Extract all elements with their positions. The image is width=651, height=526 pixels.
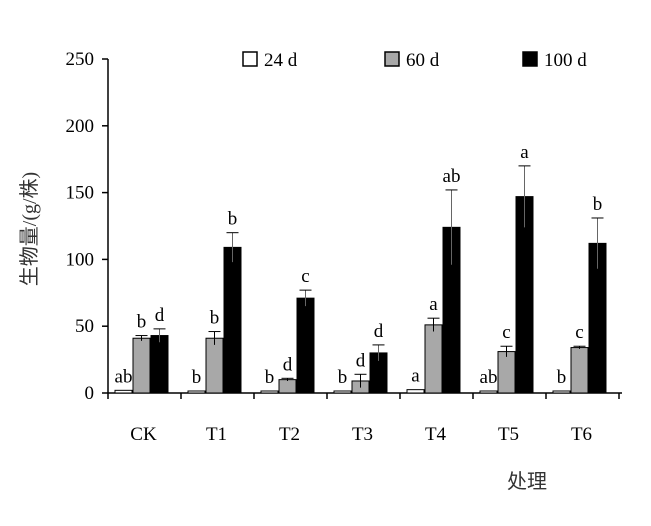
significance-label: a xyxy=(429,294,438,315)
axes: 0 50 100 150 200 250 CK T1 T2 T3 T4 T5 T6 xyxy=(66,49,622,445)
significance-label: c xyxy=(502,322,510,343)
bar xyxy=(497,351,516,394)
significance-label: d xyxy=(356,350,366,371)
y-axis-title: 生物量/(g/株) xyxy=(18,172,41,286)
bar xyxy=(552,390,571,394)
bar xyxy=(205,337,224,394)
significance-label: d xyxy=(155,305,165,326)
significance-label: c xyxy=(575,322,583,343)
significance-label: b xyxy=(228,209,238,230)
y-tick-label: 200 xyxy=(66,116,95,137)
significance-label: b xyxy=(338,367,348,388)
significance-label: d xyxy=(283,354,293,375)
legend-swatch xyxy=(384,51,400,67)
y-tick-label: 100 xyxy=(66,249,95,270)
bar xyxy=(132,337,151,394)
significance-label: b xyxy=(210,308,220,329)
bar xyxy=(114,389,133,394)
bar xyxy=(570,347,589,394)
legend-label: 24 d xyxy=(264,50,298,71)
x-tick-label: CK xyxy=(130,424,157,445)
bar xyxy=(296,297,315,394)
y-tick-label: 150 xyxy=(66,183,95,204)
legend-swatch xyxy=(242,51,258,67)
significance-label: ab xyxy=(443,166,461,187)
x-tick-label: T1 xyxy=(206,424,227,445)
x-tick-label: T5 xyxy=(498,424,519,445)
significance-label: b xyxy=(593,194,603,215)
bar xyxy=(406,389,425,394)
significance-label: ab xyxy=(115,366,133,387)
significance-label: c xyxy=(301,266,309,287)
y-tick-label: 250 xyxy=(66,49,95,70)
significance-label: d xyxy=(374,321,384,342)
significance-label: b xyxy=(192,367,202,388)
bar xyxy=(278,379,297,394)
x-tick-label: T4 xyxy=(425,424,447,445)
y-tick-label: 50 xyxy=(75,316,94,337)
x-axis-title: 处理 xyxy=(507,470,547,493)
legend-label: 100 d xyxy=(544,50,587,71)
significance-label: a xyxy=(411,366,420,387)
significance-label: b xyxy=(137,312,147,333)
bar xyxy=(150,335,169,394)
bar xyxy=(479,390,498,394)
x-tick-label: T2 xyxy=(279,424,300,445)
bar xyxy=(260,390,279,394)
x-tick-label: T3 xyxy=(352,424,373,445)
bar xyxy=(424,324,443,394)
significance-label: ab xyxy=(480,367,498,388)
y-tick-label: 0 xyxy=(85,383,95,404)
bar xyxy=(333,390,352,394)
x-tick-label: T6 xyxy=(571,424,592,445)
legend-label: 60 d xyxy=(406,50,440,71)
bar xyxy=(223,246,242,394)
bar xyxy=(187,390,206,394)
significance-label: b xyxy=(265,367,275,388)
significance-label: a xyxy=(520,142,529,163)
significance-label: b xyxy=(557,367,567,388)
legend: 24 d 60 d 100 d xyxy=(242,50,587,71)
legend-swatch xyxy=(522,51,538,67)
